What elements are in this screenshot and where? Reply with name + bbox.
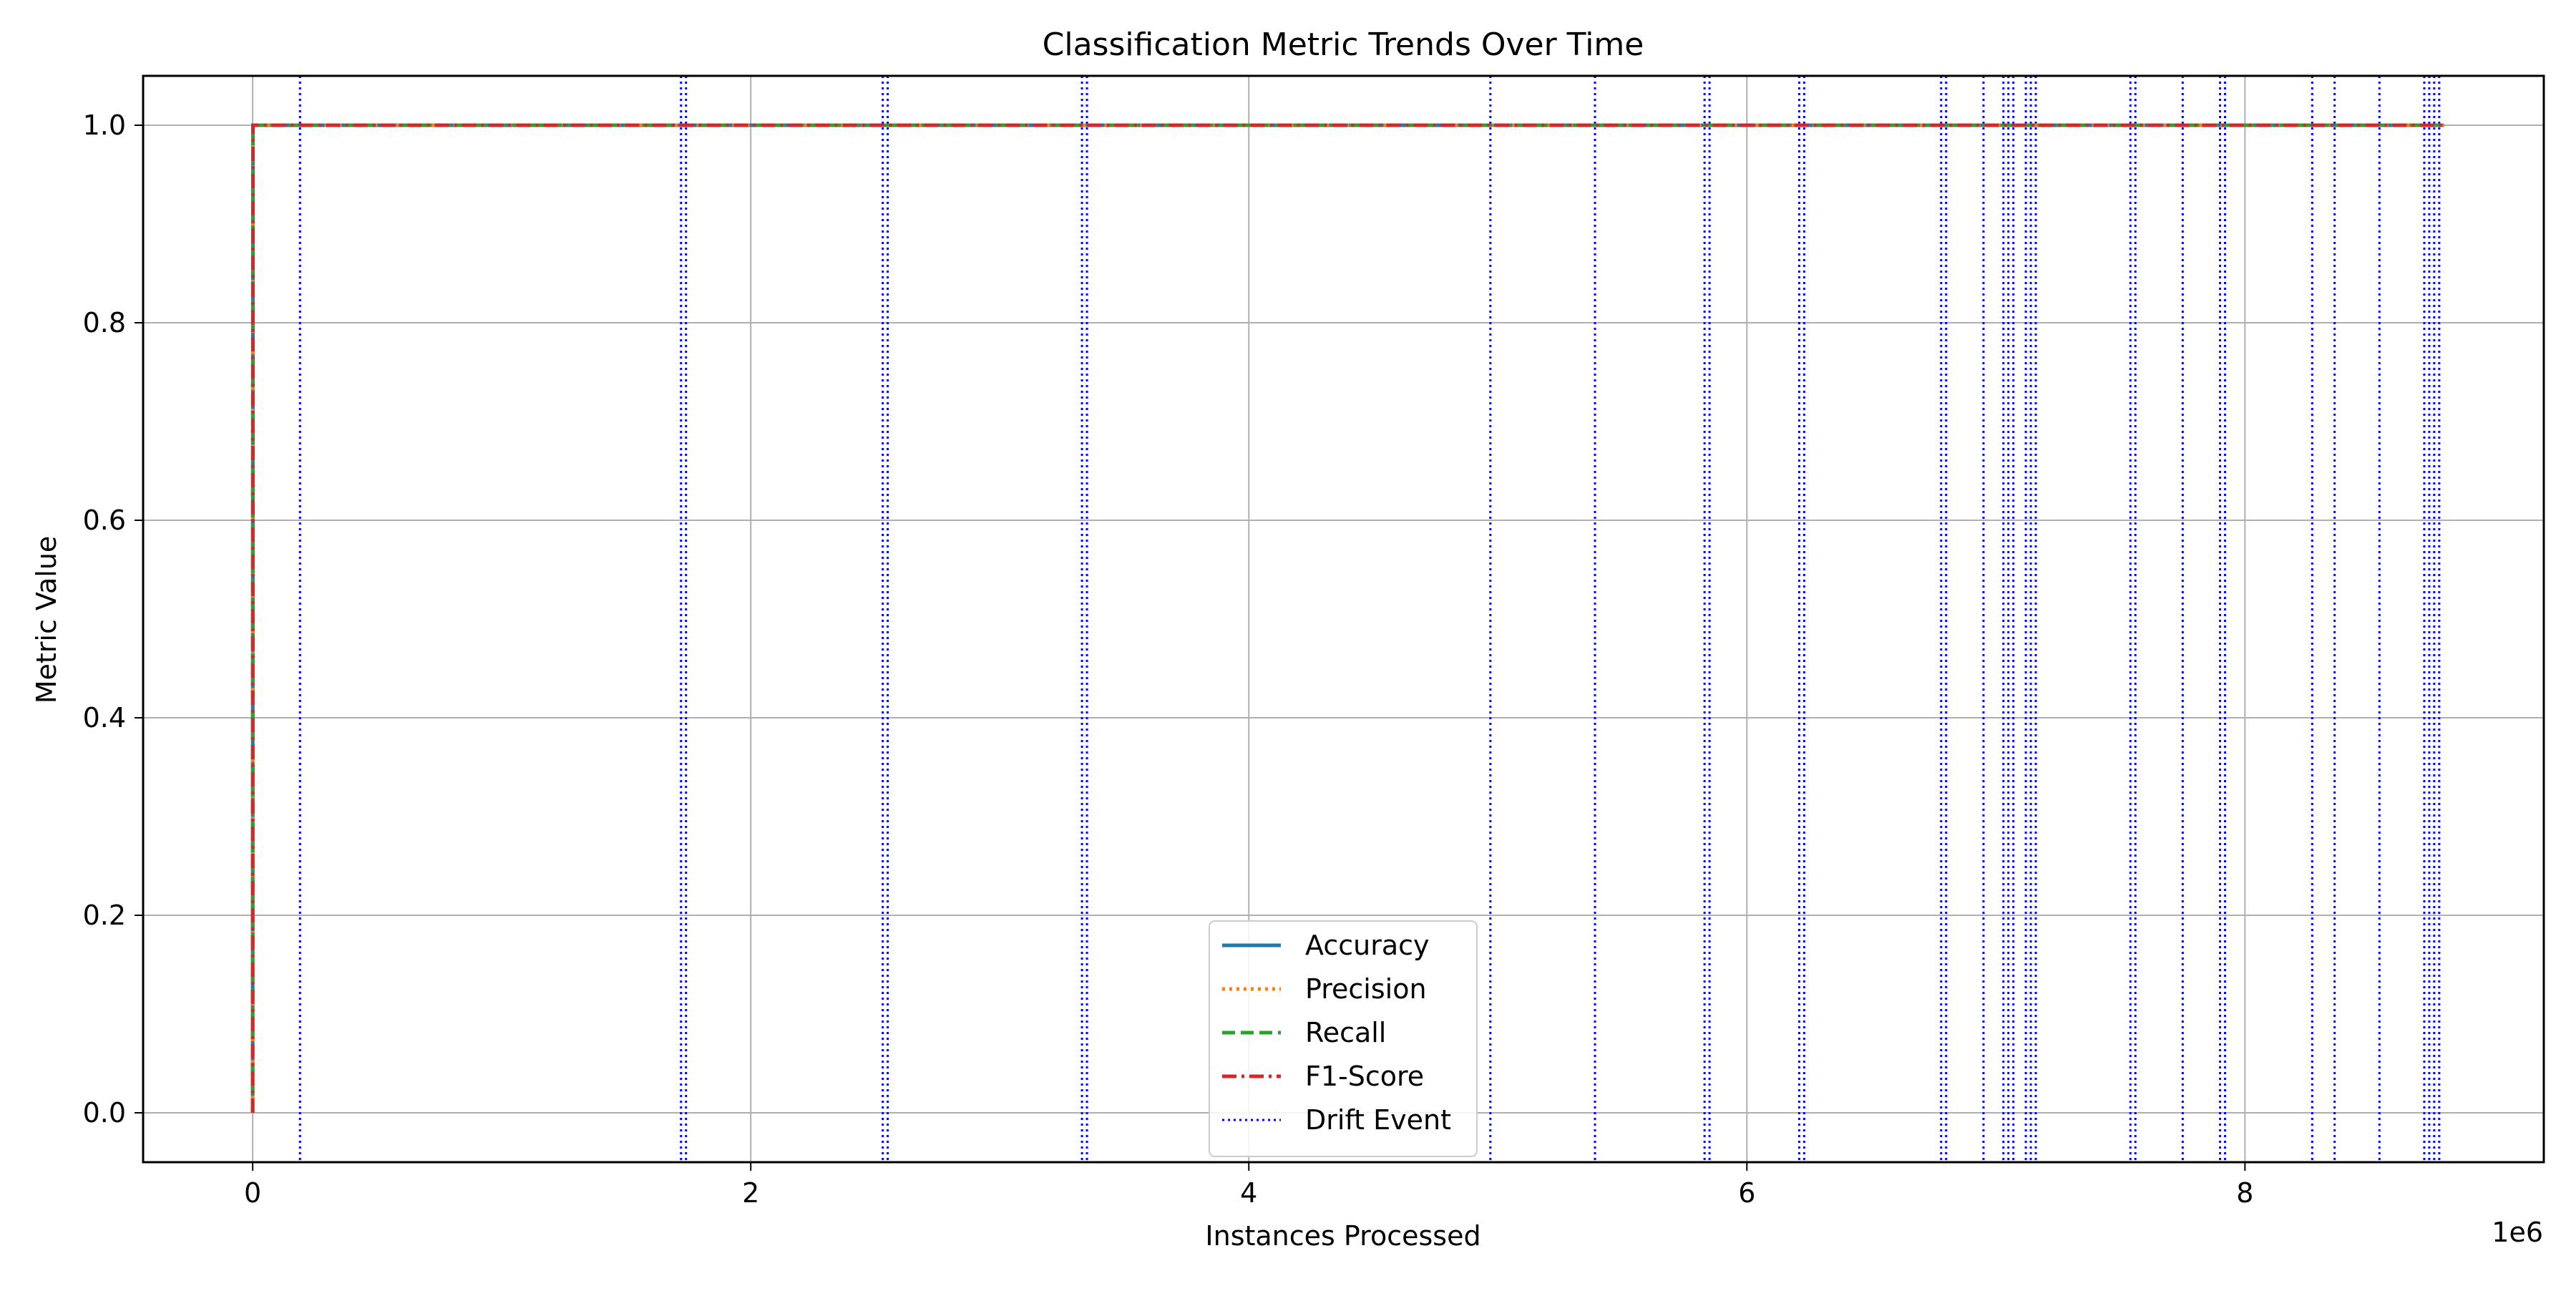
y-tick-label: 1.0 — [83, 109, 126, 141]
x-tick-label: 0 — [244, 1177, 261, 1209]
y-tick-label: 0.8 — [83, 307, 126, 338]
legend-label: Accuracy — [1305, 930, 1430, 961]
x-axis-offset-label: 1e6 — [2492, 1217, 2543, 1248]
x-tick-label: 8 — [2236, 1177, 2253, 1209]
x-axis-label: Instances Processed — [1205, 1220, 1480, 1252]
y-axis-label: Metric Value — [31, 536, 62, 704]
y-tick-label: 0.0 — [83, 1097, 126, 1129]
axes — [142, 74, 2545, 1164]
drift-events — [298, 76, 2441, 1162]
plot-frame — [142, 74, 2545, 1164]
legend-label: Recall — [1305, 1017, 1386, 1048]
legend-label: Precision — [1305, 973, 1427, 1005]
legend-label: F1-Score — [1305, 1061, 1424, 1092]
x-tick-label: 2 — [742, 1177, 759, 1209]
x-tick-label: 6 — [1738, 1177, 1755, 1209]
legend-box — [1209, 920, 1478, 1157]
x-tick-label: 4 — [1240, 1177, 1257, 1209]
legend-label: Drift Event — [1305, 1104, 1451, 1136]
y-tick-label: 0.6 — [83, 505, 126, 536]
y-tick-label: 0.2 — [83, 900, 126, 931]
ticks: 0 2 4 6 8 0.0 0.2 0.4 0.6 0.8 1.0 — [83, 109, 2254, 1209]
y-tick-label: 0.4 — [83, 702, 126, 734]
series-lines — [250, 123, 2444, 1114]
chart-title: Classification Metric Trends Over Time — [1043, 26, 1644, 63]
series-line-f1-score — [250, 123, 2444, 1114]
legend: Accuracy Precision Recall F1-Score Drift Eve… — [1209, 920, 1478, 1157]
